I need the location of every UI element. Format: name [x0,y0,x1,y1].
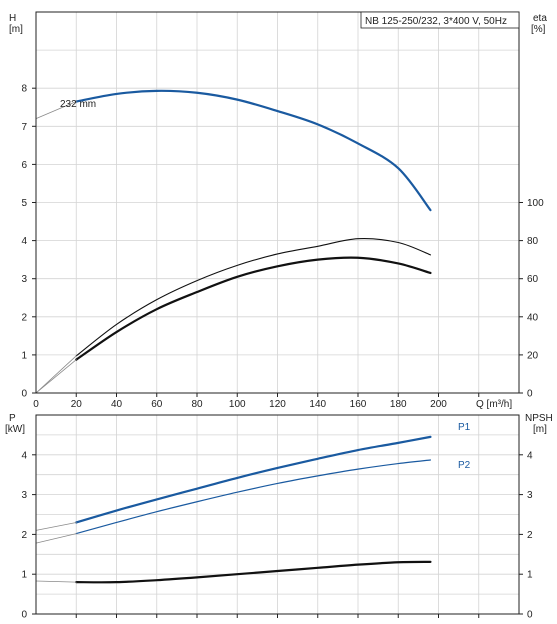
y-left-tick-label: 3 [21,490,27,501]
y-right-tick-label: 80 [527,236,539,247]
top-right-axis-label-unit: [%] [531,24,546,35]
x-tick-label: 200 [430,399,447,410]
x-tick-label: 180 [390,399,407,410]
series-line-3 [35,533,77,544]
series-line-4 [75,560,432,584]
bottom-left-axis-label-unit: [kW] [5,424,25,435]
impeller-diameter-annotation: 232 mm [60,99,96,110]
series-label-p2: P2 [458,460,471,471]
series-p1 [75,435,432,524]
y-right-tick-label: 20 [527,350,539,361]
y-left-tick-label: 1 [21,570,27,581]
top-left-axis-label-symbol: H [9,13,16,24]
series-line-0 [75,89,432,212]
top-right-axis-label-symbol: eta [533,13,547,24]
x-tick-label: 40 [111,399,123,410]
y-left-tick-label: 0 [21,389,27,400]
x-tick-label: 80 [191,399,203,410]
bottom-grid [36,415,519,614]
y-right-tick-label: 4 [527,450,533,461]
x-axis-label: Q [m³/h] [476,399,512,410]
x-tick-label: 60 [151,399,163,410]
x-tick-label: 20 [71,399,83,410]
series-line-5 [35,580,77,583]
chart-title-box [360,11,520,29]
bottom-left-axis-label-symbol: P [9,413,16,424]
x-tick-label: 100 [229,399,246,410]
y-right-tick-label: 1 [527,570,533,581]
series-line-3 [35,355,77,394]
chart-title: NB 125-250/232, 3*400 V, 50Hz [365,16,507,27]
y-right-tick-label: 3 [527,490,533,501]
series-line-1 [35,522,77,531]
series-label-p1: P1 [458,422,471,433]
y-right-tick-label: 40 [527,312,539,323]
y-left-tick-label: 0 [21,610,27,621]
series-p2 [75,459,432,535]
y-left-tick-label: 1 [21,350,27,361]
y-right-tick-label: 2 [527,530,533,541]
x-tick-label: 140 [309,399,326,410]
y-left-tick-label: 5 [21,198,27,209]
y-right-tick-label: 100 [527,198,544,209]
y-right-tick-label: 0 [527,610,533,621]
y-left-tick-label: 4 [21,450,27,461]
x-tick-label: 120 [269,399,286,410]
x-tick-label: 160 [350,399,367,410]
bottom-ticks: 0 1 2 3 4 0 1 2 3 4 [21,450,533,620]
bottom-right-axis-label-symbol: NPSH [525,413,553,424]
x-tick-label: 0 [33,399,39,410]
y-left-tick-label: 3 [21,274,27,285]
top-curves [35,89,432,394]
y-right-tick-label: 0 [527,389,533,400]
bottom-panel: 0 1 2 3 4 0 1 2 3 4 P [kW] NPSH [m] P1 P2 [5,413,553,621]
top-grid [36,12,519,393]
y-left-tick-label: 7 [21,122,27,133]
top-left-axis-label-unit: [m] [9,24,23,35]
series-line-4 [75,256,432,361]
series-line-2 [75,238,431,357]
y-left-tick-label: 2 [21,530,27,541]
bottom-curves [35,435,432,584]
y-left-tick-label: 4 [21,236,27,247]
y-left-tick-label: 2 [21,312,27,323]
y-left-tick-label: 6 [21,160,27,171]
bottom-right-axis-label-unit: [m] [533,424,547,435]
series-line-5 [35,359,77,394]
series-line-1 [35,101,77,120]
y-right-tick-label: 60 [527,274,539,285]
y-left-tick-label: 8 [21,84,27,95]
